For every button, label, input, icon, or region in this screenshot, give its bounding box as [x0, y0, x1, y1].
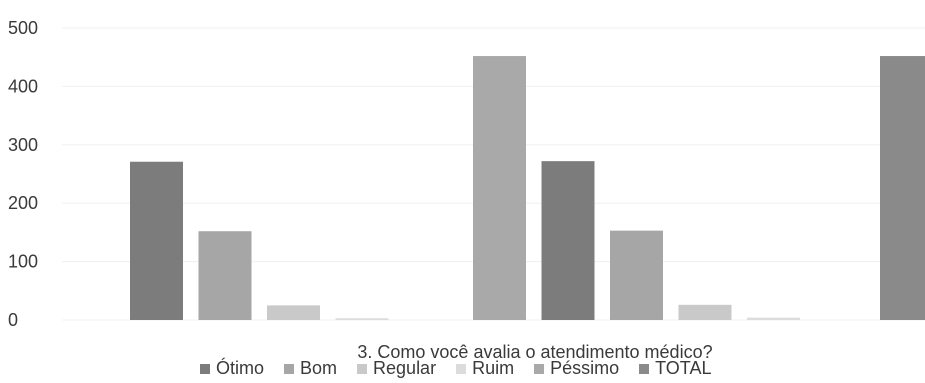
legend-item: Péssimo [534, 358, 619, 379]
bar-total [880, 56, 925, 320]
bars [130, 56, 925, 320]
y-tick-label: 100 [8, 252, 38, 272]
y-tick-label: 300 [8, 135, 38, 155]
legend-label: Ruim [472, 358, 515, 378]
legend-label: Bom [300, 358, 338, 378]
legend-item: Regular [357, 358, 436, 379]
legend-swatch [357, 363, 368, 374]
x-axis-title: 3. Como você avalia o atendimento médico… [357, 342, 712, 362]
bar-ruim [335, 318, 389, 320]
bar-ótimo [130, 161, 183, 320]
y-tick-label: 200 [8, 193, 38, 213]
bar-regular [678, 304, 732, 320]
legend-swatch [284, 363, 295, 374]
legend-swatch [639, 363, 650, 374]
y-tick-label: 400 [8, 76, 38, 96]
bar-regular [267, 305, 320, 320]
bar-bom [610, 230, 663, 320]
legend-label: TOTAL [655, 358, 712, 378]
bar-ótimo [541, 161, 595, 320]
legend-swatch [534, 363, 545, 374]
legend: Ótimo Bom Regular Ruim Péssimo TOTAL [200, 358, 711, 379]
legend-item: Ótimo [200, 358, 264, 379]
y-tick-label: 0 [8, 310, 18, 330]
legend-label: Ótimo [216, 358, 265, 378]
bar-péssimo [473, 56, 526, 320]
legend-label: Péssimo [550, 358, 620, 378]
legend-item: Ruim [456, 358, 514, 379]
bar-ruim [747, 317, 800, 320]
legend-label: Regular [373, 358, 437, 378]
legend-item: Bom [284, 358, 337, 379]
y-tick-label: 500 [8, 18, 38, 38]
legend-swatch [456, 363, 467, 374]
bar-bom [198, 231, 252, 320]
legend-item: TOTAL [639, 358, 711, 379]
y-axis: 0 100 200 300 400 500 [8, 18, 38, 330]
legend-swatch [200, 363, 210, 374]
